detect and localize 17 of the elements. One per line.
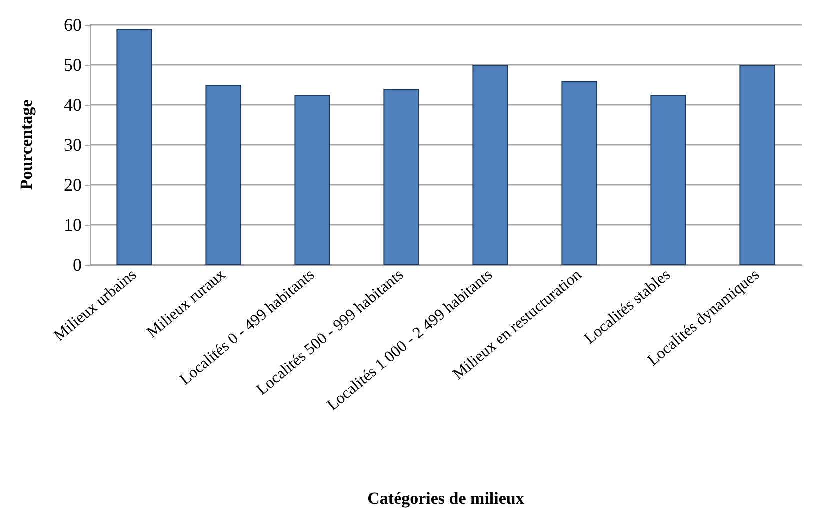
bar [294,95,330,265]
bar [650,95,686,265]
bar [562,81,598,265]
y-tick-label: 40 [64,95,82,115]
x-axis-title: Catégories de milieux [368,489,525,508]
bar [206,85,242,265]
y-axis-title: Pourcentage [17,99,36,190]
y-tick-label: 10 [64,215,82,235]
y-tick-label: 30 [64,135,82,155]
bar [740,65,776,265]
y-tick-label: 0 [73,255,82,275]
bar [116,29,152,265]
y-tick-label: 60 [64,15,82,35]
bar [384,89,420,265]
bar [472,65,508,265]
y-tick-label: 50 [64,55,82,75]
y-tick-label: 20 [64,175,82,195]
